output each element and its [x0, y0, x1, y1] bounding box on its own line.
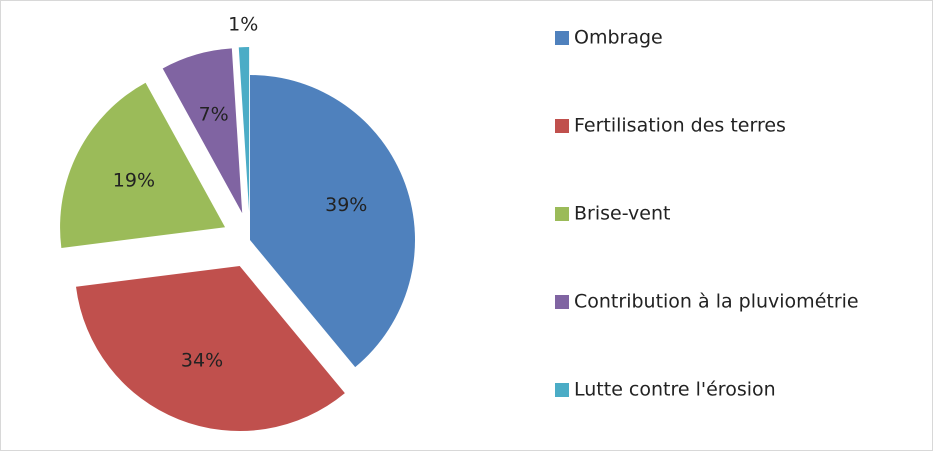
legend-label: Ombrage — [574, 27, 663, 49]
legend-label: Contribution à la pluviométrie — [574, 291, 859, 313]
legend-label: Brise-vent — [574, 203, 670, 225]
legend-swatch — [555, 31, 569, 45]
legend-label: Fertilisation des terres — [574, 115, 786, 137]
legend-swatch — [555, 119, 569, 133]
data-label: 34% — [181, 350, 223, 372]
legend-swatch — [555, 383, 569, 397]
legend-label: Lutte contre l'érosion — [574, 379, 776, 401]
pie-slice — [250, 75, 415, 368]
legend-swatch — [555, 207, 569, 221]
data-label: 39% — [325, 194, 367, 216]
pie-slice — [162, 48, 243, 214]
pie-slice — [75, 266, 345, 432]
pie-slice — [60, 82, 226, 248]
data-label: 1% — [228, 14, 258, 36]
data-label: 19% — [113, 169, 155, 191]
data-label: 7% — [199, 103, 229, 125]
legend-swatch — [555, 295, 569, 309]
pie-slice — [238, 47, 250, 213]
